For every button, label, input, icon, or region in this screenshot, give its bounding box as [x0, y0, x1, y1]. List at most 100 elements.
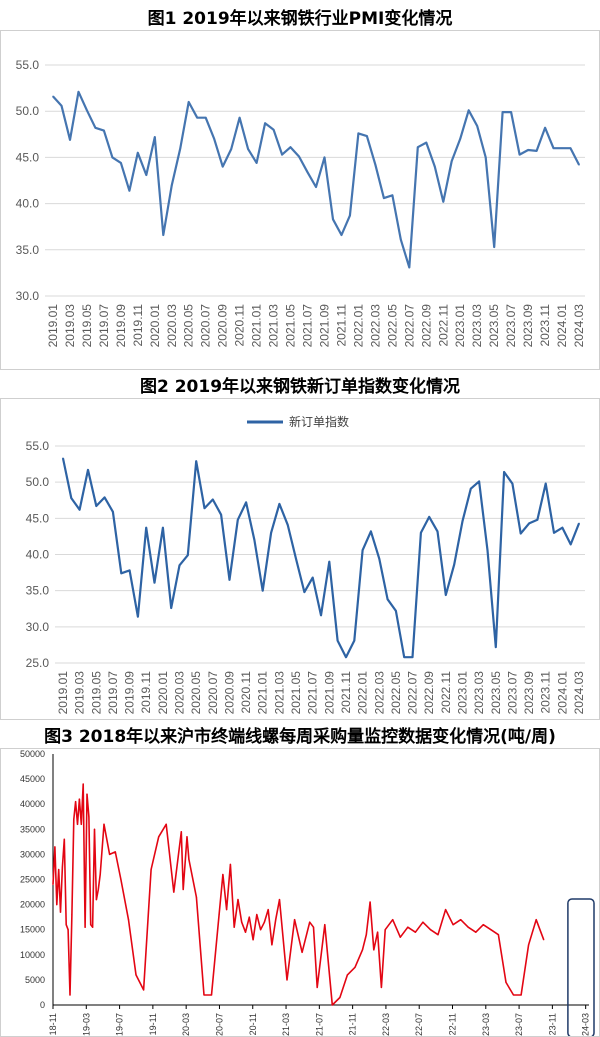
data-point	[82, 783, 84, 785]
data-point	[301, 951, 303, 953]
x-tick-label: 2021.07	[301, 304, 315, 348]
data-point	[137, 615, 139, 618]
data-point	[553, 532, 555, 534]
data-point	[244, 931, 247, 933]
data-point	[281, 153, 283, 156]
data-point	[324, 924, 326, 926]
data-point	[417, 146, 419, 149]
data-point	[442, 200, 445, 203]
data-point	[86, 793, 88, 795]
data-point	[520, 994, 522, 996]
data-point	[286, 979, 288, 981]
data-point	[196, 116, 199, 119]
data-point	[437, 934, 439, 936]
data-point	[203, 507, 206, 510]
data-point	[357, 132, 360, 135]
data-point	[260, 929, 262, 931]
figure2-chart: 25.0 30.0 35.0 40.0 45.0 50.0 55.0 2019.01 2019.…	[0, 398, 600, 720]
data-point	[377, 931, 379, 933]
x-tick-label: 2021.11	[339, 671, 353, 714]
data-point	[241, 921, 243, 923]
data-point	[73, 818, 75, 820]
x-tick-label: 2020.11	[239, 671, 253, 714]
x-tick-label: 2019.07	[97, 304, 111, 348]
data-point	[228, 579, 231, 581]
x-tick-label: 20-07	[214, 1013, 224, 1036]
data-point	[255, 162, 258, 164]
x-tick-label: 2020.07	[206, 671, 220, 715]
data-point	[414, 931, 416, 933]
data-point	[233, 926, 235, 928]
x-tick-label: 21-07	[314, 1013, 324, 1036]
data-point	[365, 934, 367, 936]
y-tick-label: 45.0	[16, 150, 40, 164]
x-tick-label: 19-11	[148, 1013, 158, 1035]
x-tick-label: 2020.05	[189, 671, 203, 715]
data-point	[518, 153, 521, 156]
data-point	[323, 156, 326, 159]
data-point	[120, 572, 123, 575]
x-tick-label: 19-07	[115, 1013, 125, 1036]
data-point	[510, 111, 512, 113]
data-point	[103, 129, 105, 132]
x-tick-label: 24-03	[581, 1013, 591, 1036]
data-point	[383, 197, 385, 199]
data-point	[544, 127, 546, 129]
data-point	[58, 868, 60, 871]
x-tick-label: 23-11	[547, 1013, 557, 1035]
x-tick-label: 2022.01	[351, 304, 365, 348]
data-point	[519, 532, 522, 535]
data-point	[552, 147, 555, 149]
x-tick-label: 2020.09	[222, 671, 236, 715]
data-point	[188, 858, 190, 861]
data-point	[399, 936, 401, 938]
x-tick-label: 2020.01	[148, 304, 162, 348]
y-tick-label: 5000	[25, 975, 45, 985]
x-tick-label: 2019.11	[139, 671, 153, 714]
y-tick-label: 0	[40, 1000, 45, 1010]
data-point	[63, 838, 65, 840]
data-point	[306, 171, 309, 173]
x-tick-label: 21-11	[348, 1013, 358, 1035]
x-tick-label: 2022.01	[356, 671, 370, 715]
data-point	[501, 111, 504, 113]
y-tick-label: 50000	[20, 749, 45, 759]
y-tick-label: 30.0	[26, 620, 50, 634]
data-point	[54, 846, 56, 848]
data-point	[222, 873, 224, 876]
y-tick-label: 35.0	[26, 584, 50, 598]
x-tick-label: 2019.11	[131, 304, 145, 347]
data-point	[453, 563, 455, 566]
data-point	[460, 919, 462, 921]
x-tick-label: 2019.03	[73, 671, 87, 715]
x-tick-label: 2019.05	[89, 671, 103, 715]
x-tick-label: 2021.07	[306, 671, 320, 715]
data-point	[316, 986, 318, 989]
x-tick-label: 2024.01	[555, 304, 569, 348]
y-tick-label: 30000	[20, 849, 45, 859]
x-tick-label: 2020.05	[182, 304, 196, 348]
data-point	[187, 101, 190, 103]
data-point	[278, 503, 281, 505]
y-tick-label: 10000	[20, 950, 45, 960]
data-point	[80, 823, 82, 825]
data-point	[470, 487, 472, 490]
series-line	[61, 458, 581, 659]
data-point	[213, 138, 215, 140]
data-point	[59, 911, 62, 913]
x-tick-label: 2020.07	[199, 304, 213, 348]
x-tick-label: 19-03	[81, 1013, 91, 1036]
y-tick-label: 45.0	[26, 511, 50, 525]
data-point	[408, 266, 411, 269]
data-point	[374, 163, 377, 166]
data-point	[490, 929, 492, 931]
data-point	[229, 863, 232, 866]
x-tick-label: 2019.05	[80, 304, 94, 348]
data-point	[482, 924, 484, 926]
x-tick-label: 2024.01	[555, 671, 569, 715]
x-tick-label: 2023.07	[504, 304, 518, 348]
x-tick-label: 2024.03	[572, 671, 586, 715]
data-point	[494, 646, 497, 648]
x-tick-label: 2020.09	[216, 304, 230, 348]
